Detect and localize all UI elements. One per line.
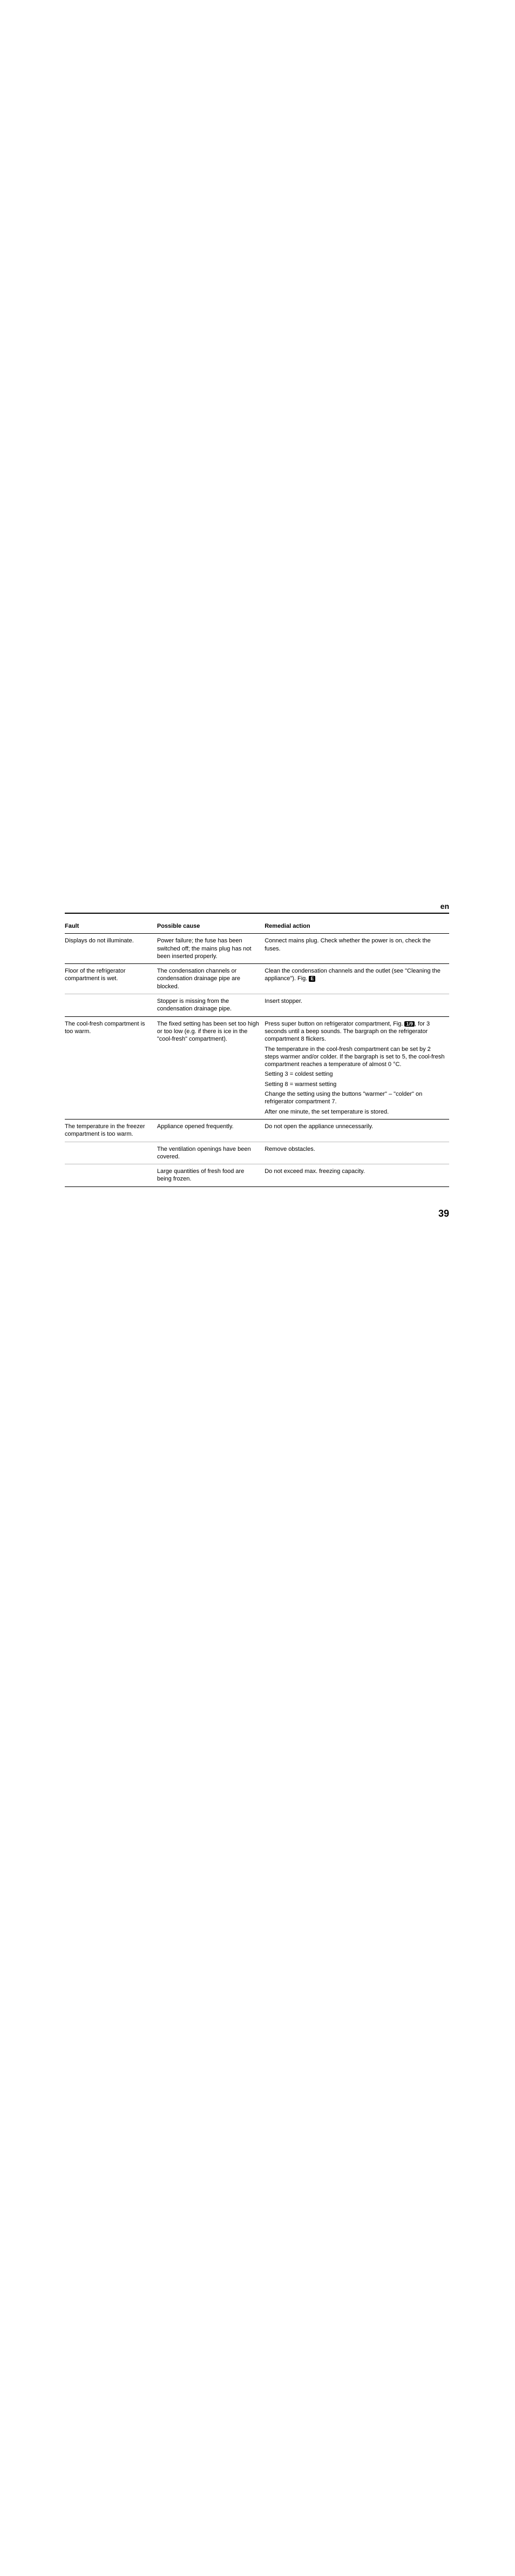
cell-cause: The ventilation openings have been cover… — [157, 1142, 265, 1164]
cell-action: Connect mains plug. Check whether the po… — [265, 934, 449, 964]
fault-table: Fault Possible cause Remedial action Dis… — [65, 919, 449, 1187]
language-marker: en — [65, 902, 449, 914]
header-fault: Fault — [65, 919, 157, 934]
action-paragraph: After one minute, the set temperature is… — [265, 1108, 445, 1116]
table-row: Floor of the refrigerator compartment is… — [65, 964, 449, 994]
figure-ref-icon: 1/9 — [404, 1021, 415, 1027]
table-row: Stopper is missing from the condensation… — [65, 994, 449, 1017]
action-paragraph: The temperature in the cool-fresh compar… — [265, 1046, 445, 1069]
cell-cause: Large quantities of fresh food are being… — [157, 1164, 265, 1187]
header-cause: Possible cause — [157, 919, 265, 934]
cell-action: Press super button on refrigerator compa… — [265, 1016, 449, 1119]
cell-cause: The fixed setting has been set too high … — [157, 1016, 265, 1119]
cell-action: Clean the condensation channels and the … — [265, 964, 449, 994]
cell-fault — [65, 994, 157, 1017]
cell-fault: The temperature in the freezer compartme… — [65, 1119, 157, 1142]
cell-fault: The cool-fresh compartment is too warm. — [65, 1016, 157, 1119]
cell-action: Do not open the appliance unnecessarily. — [265, 1119, 449, 1142]
cell-action: Do not exceed max. freezing capacity. — [265, 1164, 449, 1187]
action-paragraph: Change the setting using the buttons "wa… — [265, 1090, 445, 1106]
cell-fault — [65, 1142, 157, 1164]
figure-ref-icon: E — [309, 976, 315, 982]
cell-cause: Power failure; the fuse has been switche… — [157, 934, 265, 964]
table-row: Displays do not illuminate.Power failure… — [65, 934, 449, 964]
action-paragraph: Setting 8 = warmest setting — [265, 1081, 445, 1088]
cell-action: Insert stopper. — [265, 994, 449, 1017]
cell-cause: Appliance opened frequently. — [157, 1119, 265, 1142]
table-row: Large quantities of fresh food are being… — [65, 1164, 449, 1187]
cell-cause: The condensation channels or condensatio… — [157, 964, 265, 994]
cell-fault — [65, 1164, 157, 1187]
cell-action: Remove obstacles. — [265, 1142, 449, 1164]
header-action: Remedial action — [265, 919, 449, 934]
cell-cause: Stopper is missing from the condensation… — [157, 994, 265, 1017]
table-row: The temperature in the freezer compartme… — [65, 1119, 449, 1142]
page-number: 39 — [438, 1208, 449, 1219]
troubleshooting-page: en Fault Possible cause Remedial action … — [65, 902, 449, 1187]
action-paragraph: Setting 3 = coldest setting — [265, 1070, 445, 1078]
table-row: The ventilation openings have been cover… — [65, 1142, 449, 1164]
table-row: The cool-fresh compartment is too warm.T… — [65, 1016, 449, 1119]
cell-fault: Floor of the refrigerator compartment is… — [65, 964, 157, 994]
cell-fault: Displays do not illuminate. — [65, 934, 157, 964]
